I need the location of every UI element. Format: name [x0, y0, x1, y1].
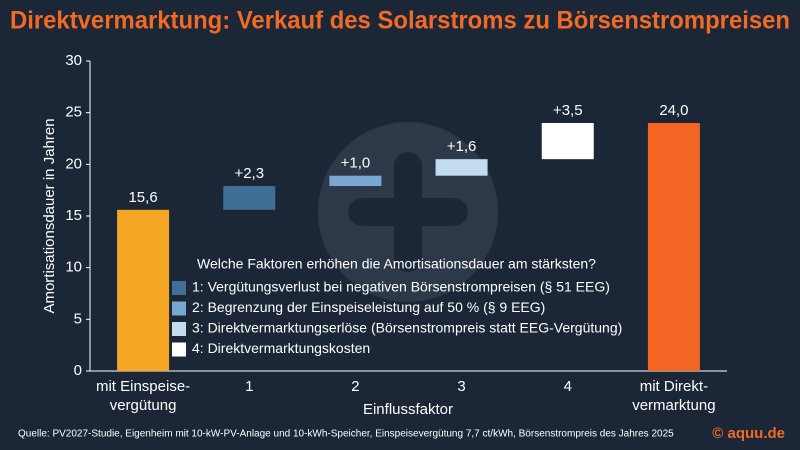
y-tick-label: 20: [65, 155, 82, 172]
bar: [541, 123, 594, 160]
x-tick-label: 1: [245, 378, 254, 395]
legend-swatch: [172, 322, 186, 336]
x-tick-label: 4: [563, 378, 572, 395]
y-tick-label: 25: [65, 104, 82, 121]
value-label: +3,5: [553, 102, 583, 119]
legend-label: 4: Direktvermarktungskosten: [192, 340, 370, 356]
y-tick-label: 15: [65, 207, 82, 224]
legend-label: 2: Begrenzung der Einspeiseleistung auf …: [192, 299, 545, 315]
legend-title: Welche Faktoren erhöhen die Amortisation…: [197, 256, 596, 272]
y-axis-label: Amortisationsdauer in Jahren: [41, 118, 58, 313]
value-label: +1,0: [341, 155, 371, 172]
y-tick-label: 5: [74, 310, 82, 327]
value-label: +1,6: [447, 138, 477, 155]
value-label: 24,0: [659, 102, 688, 119]
x-axis-label: Einflussfaktor: [363, 401, 453, 418]
legend-label: 1: Vergütungsverlust bei negativen Börse…: [192, 279, 610, 295]
bar: [329, 175, 382, 187]
y-tick-label: 30: [65, 52, 82, 69]
bar: [435, 159, 488, 176]
bar: [223, 186, 276, 210]
x-tick-label: 3: [457, 378, 466, 395]
x-tick-label: 2: [351, 378, 360, 395]
bar: [117, 209, 170, 371]
x-tick-label: mit Einspeise- vergütung: [95, 378, 191, 414]
source: Quelle: PV2027-Studie, Eigenheim mit 10-…: [18, 429, 674, 440]
logo: © aquu.de: [712, 425, 785, 442]
bar: [647, 123, 700, 371]
legend-swatch: [172, 342, 186, 357]
x-tick-label: mit Direkt- vermarktung: [632, 378, 716, 414]
y-tick-label: 0: [74, 362, 82, 379]
y-tick-label: 10: [65, 259, 82, 276]
legend-swatch: [172, 281, 186, 295]
value-label: +2,3: [234, 165, 264, 182]
chart-title: Direktvermarktung: Verkauf des Solarstro…: [10, 7, 790, 35]
legend-swatch: [172, 301, 186, 316]
legend-label: 3: Direktvermarktungserlöse (Börsenstrom…: [192, 320, 622, 336]
value-label: 15,6: [128, 189, 157, 206]
